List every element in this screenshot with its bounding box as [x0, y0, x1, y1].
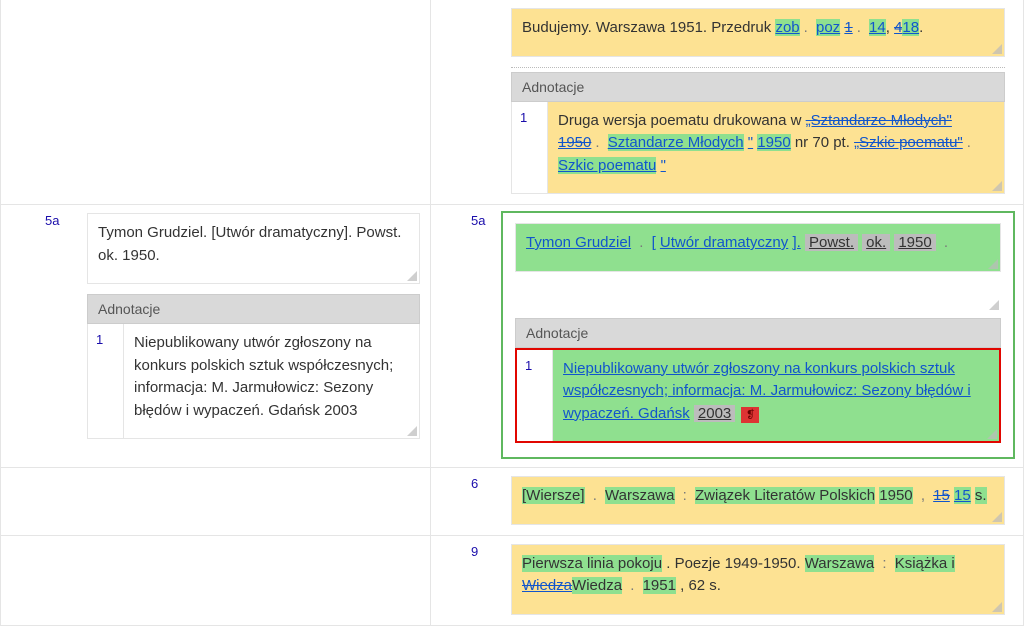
entry-text-left: Tymon Grudziel. [Utwór dramatyczny]. Pow…: [87, 213, 420, 284]
entry-text-6: [Wiersze] . Warszawa : Związek Literatów…: [511, 476, 1005, 525]
link-2003[interactable]: 2003: [694, 405, 735, 422]
annotation-body-right: Niepublikowany utwór zgłoszony na konkur…: [553, 350, 999, 442]
link-sztandar[interactable]: Sztandarze Młodych: [608, 134, 744, 151]
green-outline-container: Tymon Grudziel . [ Utwór dramatyczny ]. …: [501, 211, 1015, 459]
right-pane-5a: 5a Tymon Grudziel . [ Utwór dramatyczny …: [431, 205, 1023, 467]
text: Druga wersja poematu drukowana w: [558, 112, 801, 129]
entry-index[interactable]: 6: [471, 476, 478, 491]
tag-warszawa: Warszawa: [605, 487, 674, 504]
resize-icon: [992, 512, 1002, 522]
tag-1951: 1951: [643, 577, 676, 594]
link-15[interactable]: 15: [954, 487, 971, 504]
strike-15: 15: [933, 487, 950, 504]
tag-wiedza: Wiedza: [572, 577, 622, 594]
right-pane-top: Budujemy. Warszawa 1951. Przedruk zob. p…: [431, 0, 1023, 204]
text: Niepublikowany utwór zgłoszony na konkur…: [134, 334, 393, 419]
tag-wiersze: [Wiersze]: [522, 487, 585, 504]
text-mid: nr 70 pt.: [795, 134, 850, 151]
annotation-body: Druga wersja poematu drukowana w „Sztand…: [548, 102, 1004, 194]
link-14[interactable]: 14: [869, 19, 886, 36]
tag-ksiazka: Książka i: [895, 555, 955, 572]
link-1950[interactable]: 1950: [757, 134, 790, 151]
link-poz[interactable]: poz: [816, 19, 840, 36]
link-anno-text[interactable]: Niepublikowany utwór zgłoszony na konkur…: [563, 360, 971, 422]
resize-icon: [407, 426, 417, 436]
link-tymon[interactable]: Tymon Grudziel: [526, 234, 631, 251]
link-utwor[interactable]: Utwór dramatyczny: [660, 234, 788, 251]
annotation-number[interactable]: 1: [517, 350, 553, 442]
right-pane-9: 9 Pierwsza linia pokoju . Poezje 1949-19…: [431, 536, 1023, 625]
entry-index-right[interactable]: 5a: [471, 213, 485, 228]
annotations-header-left: Adnotacje: [87, 294, 420, 324]
tag-pierwsza: Pierwsza linia pokoju: [522, 555, 662, 572]
text-tail: , 62 s.: [680, 577, 721, 594]
entry-row-top: Budujemy. Warszawa 1951. Przedruk zob. p…: [0, 0, 1024, 205]
strike-wiedza: Wiedza: [522, 577, 572, 594]
annotation-body-left: Niepublikowany utwór zgłoszony na konkur…: [124, 324, 419, 438]
resize-icon: [992, 44, 1002, 54]
annotation-row: 1 Druga wersja poematu drukowana w „Szta…: [511, 102, 1005, 195]
text: Tymon Grudziel. [Utwór dramatyczny]. Pow…: [98, 224, 401, 264]
resize-icon: [987, 429, 997, 439]
strike-szkic: „Szkic poematu": [854, 134, 963, 151]
annotations-header: Adnotacje: [511, 72, 1005, 102]
text-mid: . Poezje 1949-1950.: [666, 555, 800, 572]
separator: [511, 67, 1005, 68]
tag-warszawa: Warszawa: [805, 555, 874, 572]
right-pane-6: 6 [Wiersze] . Warszawa : Związek Literat…: [431, 468, 1023, 535]
annotations-header-right: Adnotacje: [515, 318, 1001, 348]
link-ok[interactable]: ok.: [862, 234, 890, 251]
entry-row-9: 9 Pierwsza linia pokoju . Poezje 1949-19…: [0, 536, 1024, 626]
entry-text-right: Tymon Grudziel . [ Utwór dramatyczny ]. …: [515, 223, 1001, 272]
resize-icon: [988, 259, 998, 269]
resize-icon: [992, 181, 1002, 191]
annotation-row-right: 1 Niepublikowany utwór zgłoszony na konk…: [515, 348, 1001, 444]
entry-row-6: 6 [Wiersze] . Warszawa : Związek Literat…: [0, 468, 1024, 536]
annotation-number[interactable]: 1: [88, 324, 124, 438]
entry-text-top: Budujemy. Warszawa 1951. Przedruk zob. p…: [511, 8, 1005, 57]
entry-row-5a: 5a Tymon Grudziel. [Utwór dramatyczny]. …: [0, 205, 1024, 468]
text: Budujemy. Warszawa 1951. Przedruk: [522, 19, 771, 36]
left-pane-empty: [1, 0, 431, 204]
annotation-row-left: 1 Niepublikowany utwór zgłoszony na konk…: [87, 324, 420, 439]
link-powst[interactable]: Powst.: [805, 234, 858, 251]
left-pane-6: [1, 468, 431, 535]
link-szkic[interactable]: Szkic poematu: [558, 157, 656, 174]
link-18[interactable]: 18: [902, 19, 919, 36]
resize-icon: [989, 300, 999, 310]
resize-icon: [992, 602, 1002, 612]
resize-icon: [407, 271, 417, 281]
strike-1: 1: [844, 19, 852, 36]
entry-text-9: Pierwsza linia pokoju . Poezje 1949-1950…: [511, 544, 1005, 615]
left-pane-9: [1, 536, 431, 625]
link-zob[interactable]: zob: [775, 19, 799, 36]
tag-zwiazek: Związek Literatów Polskich: [695, 487, 875, 504]
tag-1950: 1950: [879, 487, 912, 504]
annotation-number[interactable]: 1: [512, 102, 548, 194]
marker-icon[interactable]: ❡: [741, 407, 759, 423]
link-1950[interactable]: 1950: [894, 234, 935, 251]
entry-index-left[interactable]: 5a: [45, 213, 59, 228]
tag-s: s.: [975, 487, 987, 504]
left-pane-5a: 5a Tymon Grudziel. [Utwór dramatyczny]. …: [1, 205, 431, 467]
entry-index[interactable]: 9: [471, 544, 478, 559]
